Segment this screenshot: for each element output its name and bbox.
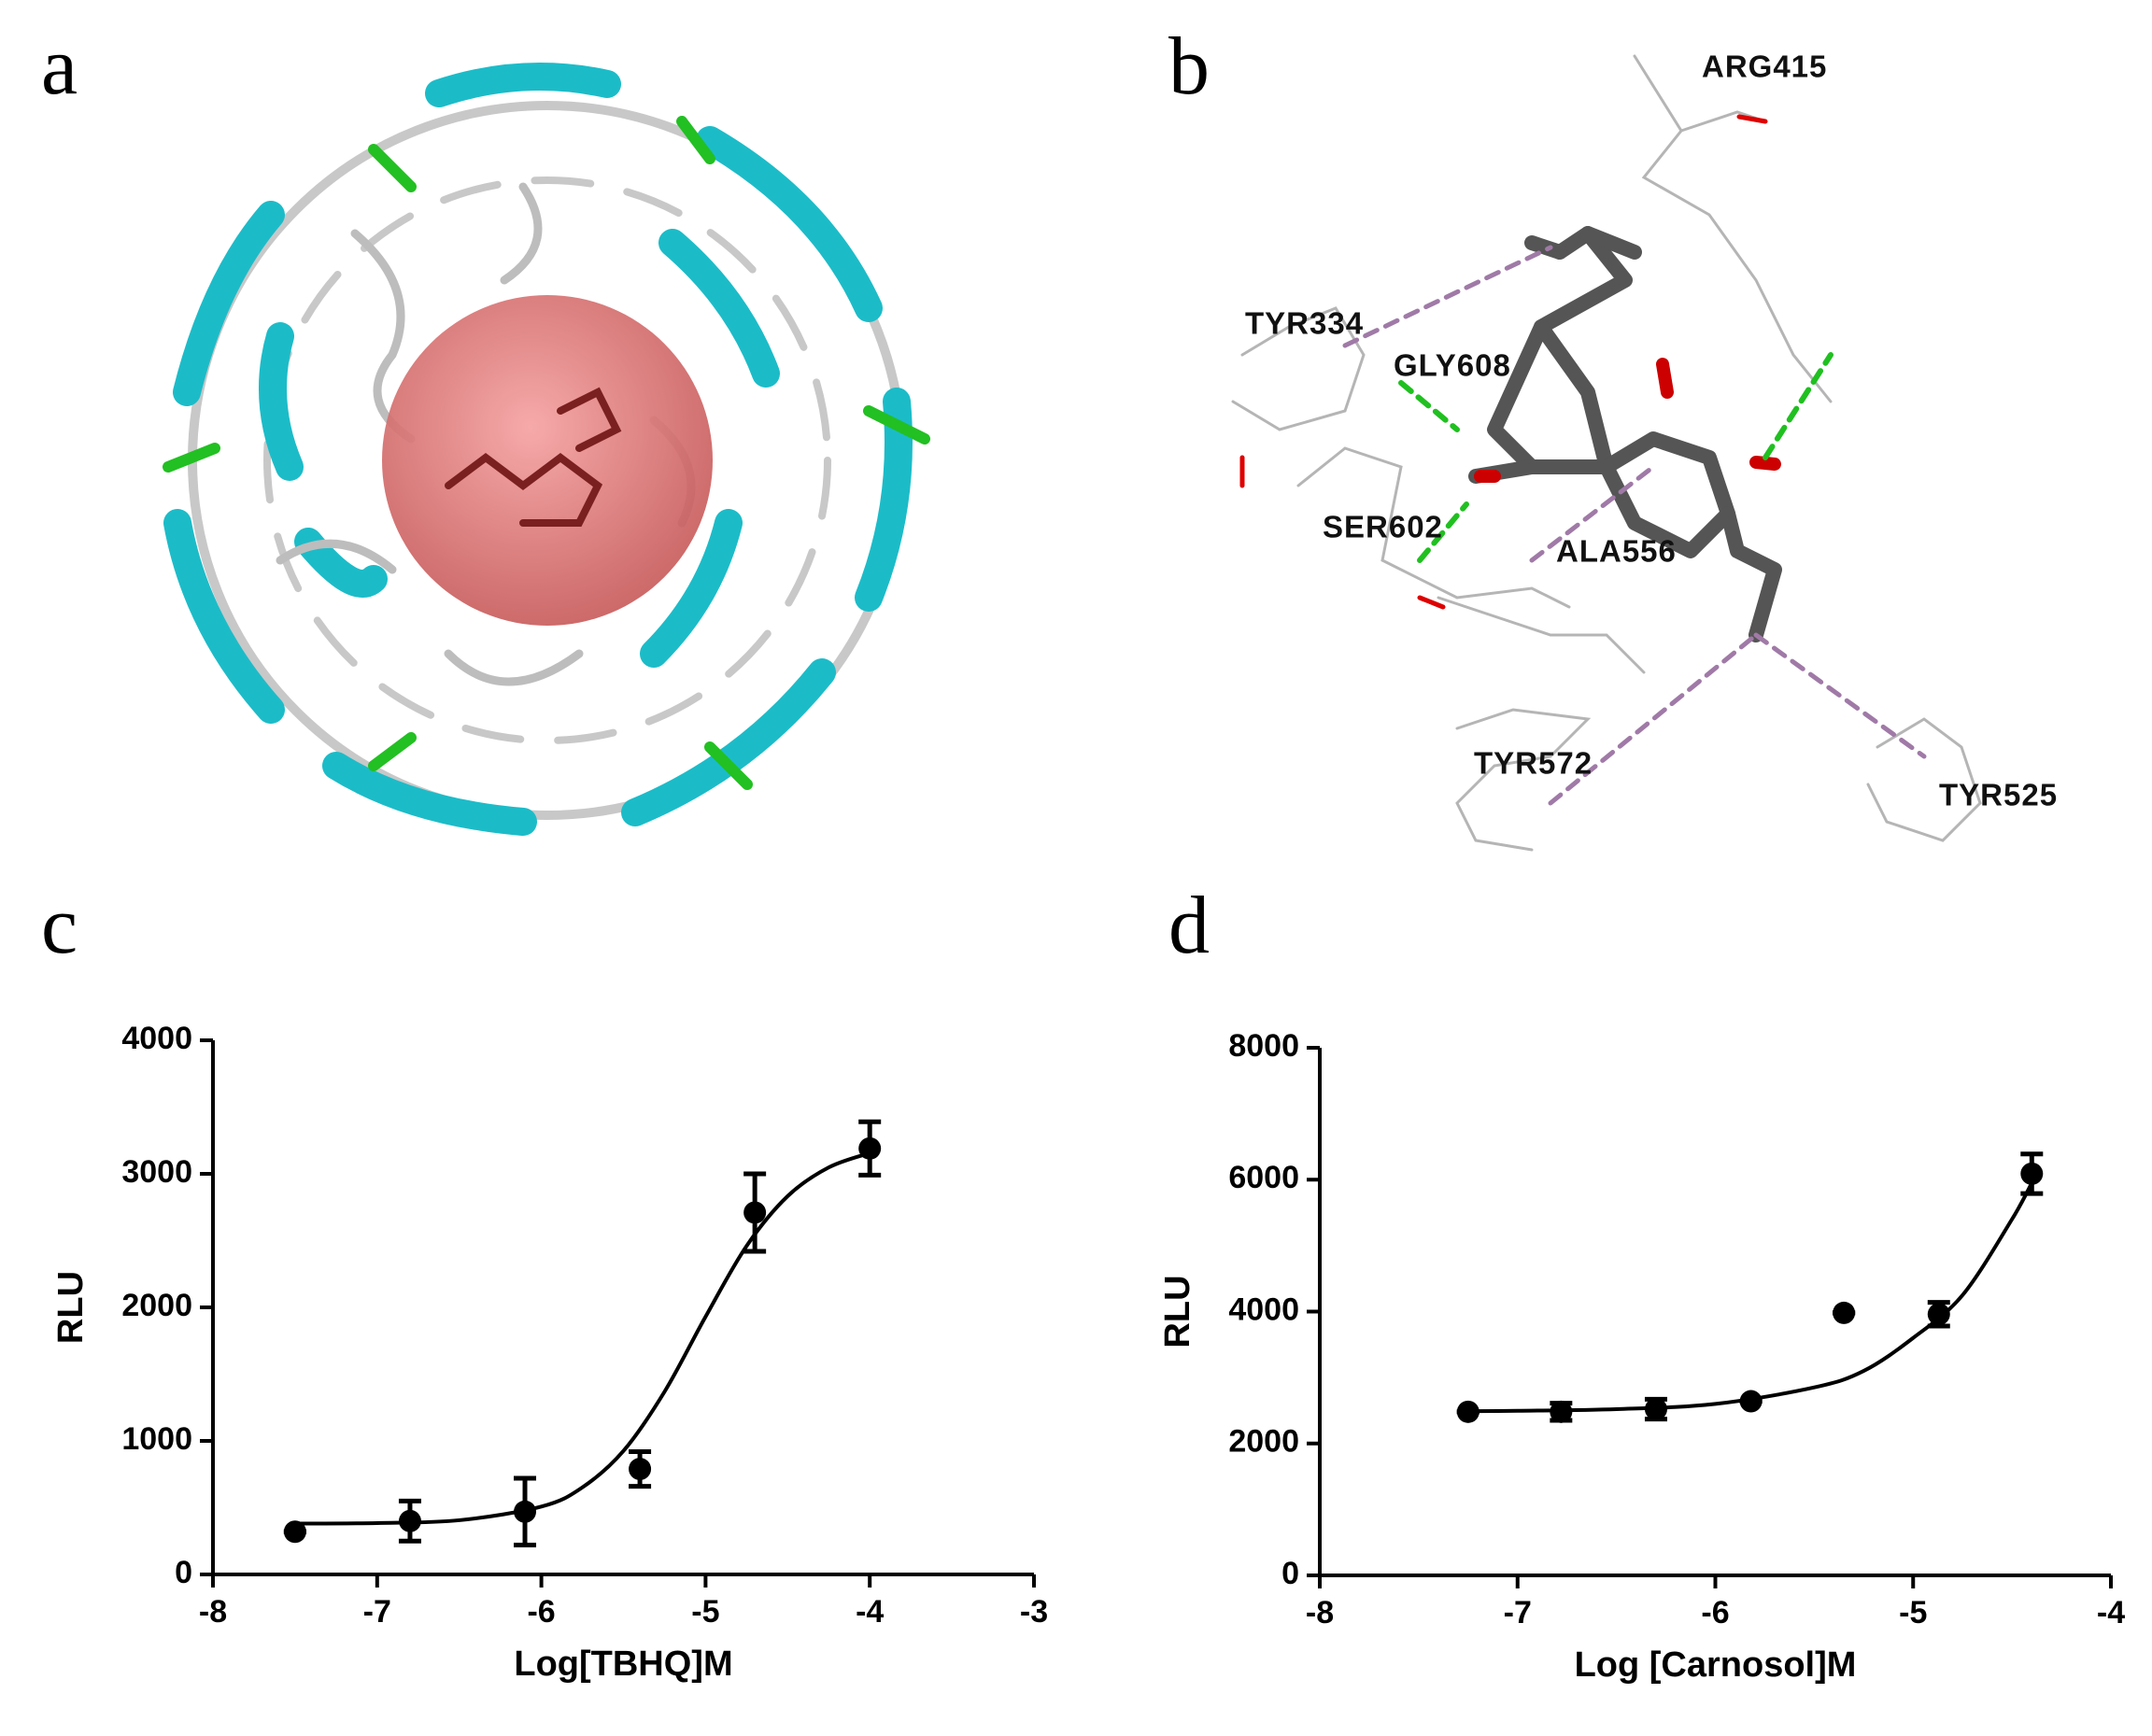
y-tick-label: 1000	[121, 1421, 192, 1457]
data-point	[743, 1201, 767, 1224]
data-point	[1927, 1303, 1950, 1326]
residue-label: TYR525	[1939, 778, 2058, 812]
y-tick-label: 4000	[121, 1021, 192, 1056]
data-point	[1739, 1390, 1763, 1413]
y-tick-label: 4000	[1228, 1291, 1299, 1327]
fit-curve	[294, 1150, 871, 1526]
data-point	[629, 1458, 652, 1481]
x-tick-label: -7	[363, 1594, 391, 1630]
residue-label: GLY608	[1394, 348, 1511, 383]
x-axis-title: Log[TBHQ]M	[514, 1644, 732, 1684]
y-tick-label: 3000	[121, 1154, 192, 1190]
x-tick-label: -7	[1504, 1595, 1532, 1630]
y-axis-title: RLU	[1158, 1275, 1197, 1348]
residue-label: ALA556	[1556, 534, 1677, 569]
residue-label: TYR572	[1474, 746, 1593, 781]
x-tick-label: -4	[856, 1594, 884, 1630]
data-point	[398, 1509, 421, 1532]
docking-illustration	[1231, 54, 1982, 852]
x-tick-label: -8	[1306, 1595, 1334, 1630]
panel-label: a	[41, 21, 78, 112]
x-tick-label: -4	[2097, 1595, 2125, 1630]
data-point	[858, 1136, 882, 1160]
y-tick-label: 2000	[121, 1288, 192, 1323]
y-tick-label: 6000	[1228, 1160, 1299, 1195]
panel-label: b	[1168, 21, 1210, 112]
data-point	[283, 1520, 306, 1544]
x-tick-label: -5	[691, 1594, 719, 1630]
x-axis-title: Log [Carnosol]M	[1575, 1645, 1857, 1685]
y-tick-label: 0	[175, 1555, 192, 1590]
data-point	[514, 1500, 537, 1523]
residue-label: ARG415	[1702, 49, 1827, 84]
x-tick-label: -6	[1701, 1595, 1729, 1630]
data-point	[1550, 1400, 1573, 1423]
data-point	[1456, 1400, 1480, 1423]
x-tick-label: -5	[1899, 1595, 1927, 1630]
panel-label: c	[41, 881, 78, 971]
residue-label: SER602	[1323, 510, 1443, 544]
panel-label: d	[1168, 881, 1210, 971]
x-tick-label: -6	[527, 1594, 555, 1630]
data-point	[2020, 1162, 2044, 1185]
y-axis-title: RLU	[51, 1271, 91, 1344]
y-tick-label: 8000	[1228, 1028, 1299, 1064]
fit-curve	[1467, 1181, 2034, 1414]
y-tick-label: 2000	[1228, 1424, 1299, 1460]
data-point	[1833, 1301, 1856, 1324]
data-point	[1644, 1398, 1667, 1421]
x-tick-label: -8	[199, 1594, 227, 1630]
residue-label: TYR334	[1245, 306, 1364, 341]
protein-illustration	[163, 63, 930, 836]
y-tick-label: 0	[1281, 1556, 1299, 1591]
x-tick-label: -3	[1020, 1594, 1048, 1630]
